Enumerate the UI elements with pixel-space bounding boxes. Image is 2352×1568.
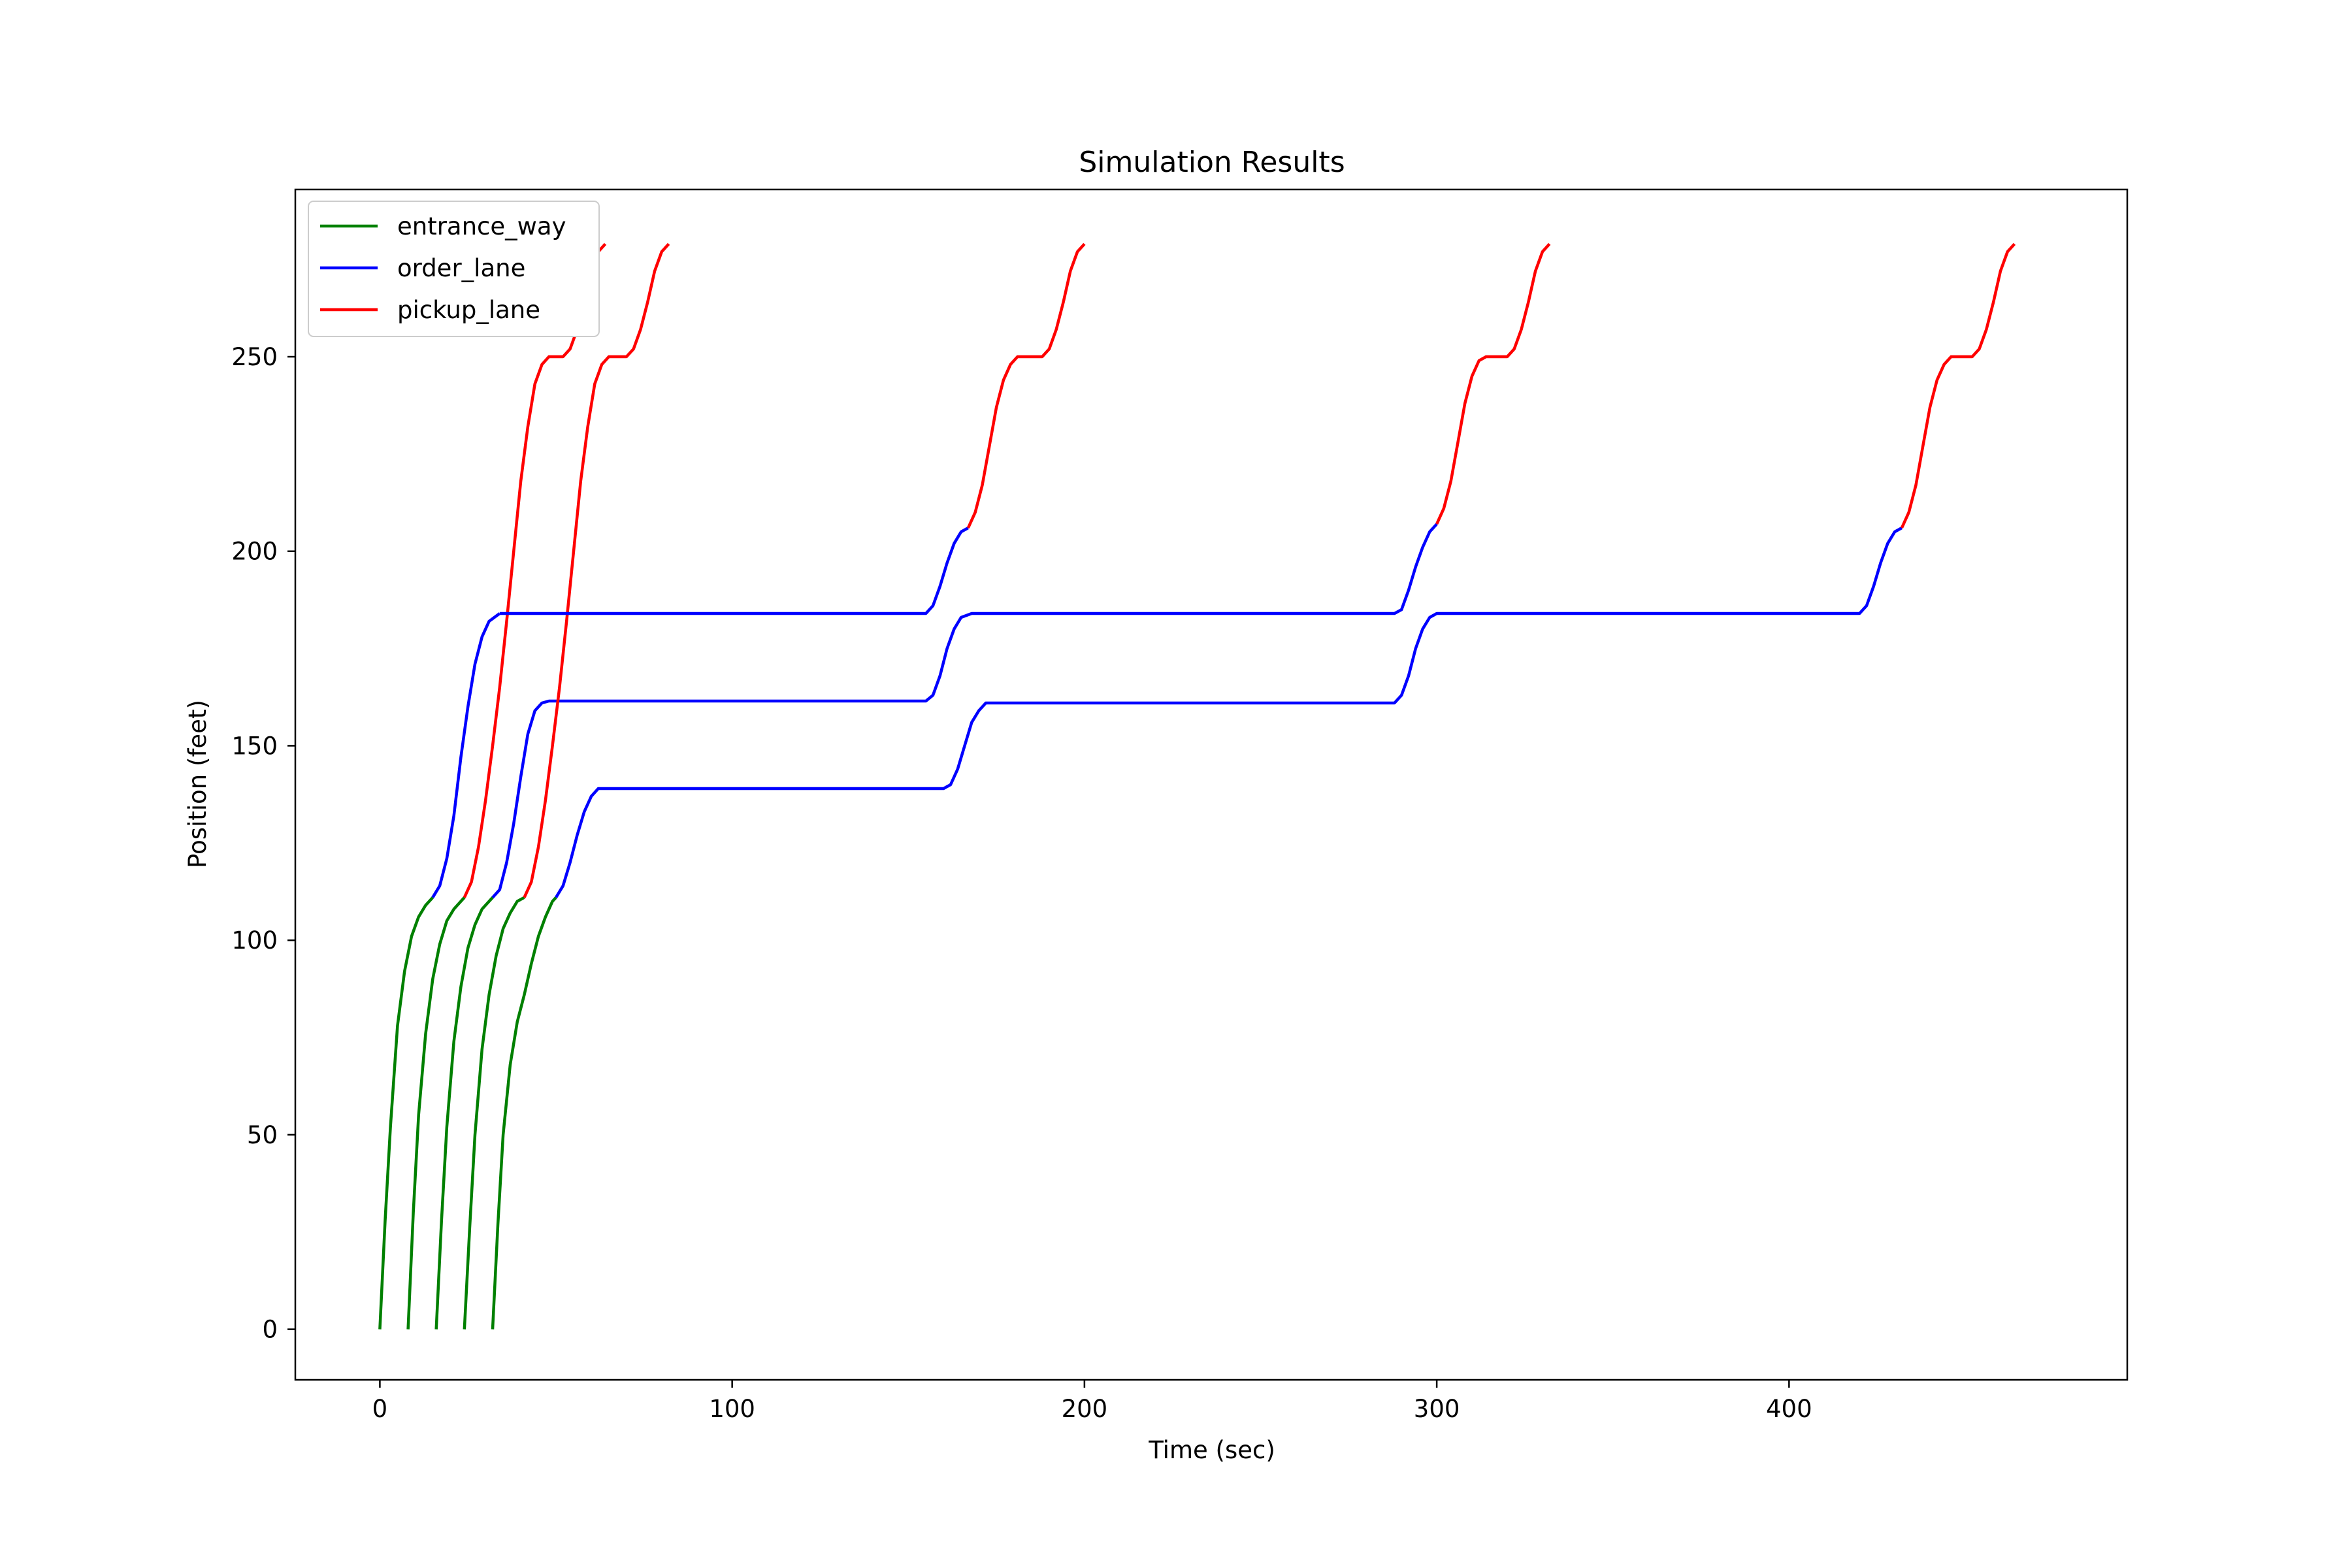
- legend-label-order-lane: order_lane: [397, 254, 525, 282]
- x-tick-label: 400: [1766, 1395, 1812, 1423]
- plot-frame: [294, 188, 2129, 1381]
- series-line-entrance-way-car-5: [491, 896, 557, 1330]
- x-tick-label: 100: [709, 1395, 755, 1423]
- series-line-order-lane-car-1: [431, 612, 501, 898]
- x-axis: 0 100 200 300 400: [372, 1380, 1812, 1423]
- y-tick-label: 250: [231, 343, 278, 371]
- y-tick-label: 50: [247, 1121, 278, 1149]
- series-line-entrance-way-car-3: [434, 896, 494, 1330]
- y-tick-label: 200: [231, 538, 278, 566]
- y-axis: 0 50 100 150 200 250: [231, 343, 295, 1344]
- y-tick-label: 150: [231, 732, 278, 760]
- legend: entrance_way order_lane pickup_lane: [308, 201, 600, 337]
- series-line-order-lane-car-6: [499, 527, 969, 615]
- x-axis-label: Time (sec): [1148, 1436, 1275, 1464]
- chart-title: Simulation Results: [1079, 146, 1345, 179]
- y-tick-label: 0: [262, 1316, 278, 1344]
- series-line-pickup-lane-car-4: [523, 242, 670, 898]
- series-line-entrance-way-car-4: [463, 896, 525, 1330]
- legend-box: [308, 201, 600, 337]
- series-line-pickup-lane-car-5: [1900, 242, 2016, 529]
- y-axis-label: Position (feet): [184, 700, 212, 868]
- x-tick-label: 300: [1414, 1395, 1460, 1423]
- legend-label-pickup-lane: pickup_lane: [397, 296, 540, 324]
- series-line-entrance-way-car-2: [406, 896, 466, 1330]
- series-line-order-lane-car-3: [491, 523, 1438, 899]
- x-tick-label: 200: [1062, 1395, 1108, 1423]
- x-tick-label: 0: [372, 1395, 388, 1423]
- series-layer: [378, 242, 2016, 1330]
- series-line-order-lane-car-5: [555, 527, 1903, 898]
- series-line-pickup-lane-car-3: [1435, 242, 1551, 525]
- legend-label-entrance-way: entrance_way: [397, 212, 566, 240]
- series-line-pickup-lane-car-6: [966, 242, 1086, 529]
- y-tick-label: 100: [231, 926, 278, 955]
- series-line-entrance-way-car-1: [378, 896, 434, 1330]
